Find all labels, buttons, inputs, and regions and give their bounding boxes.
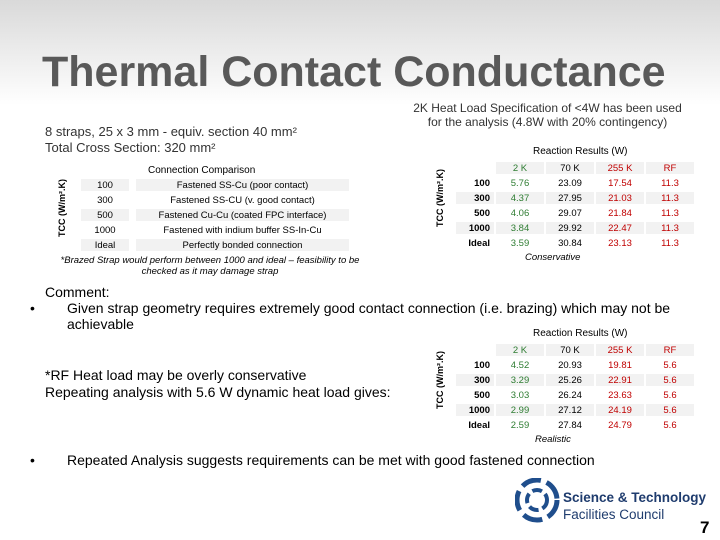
spec-note: 2K Heat Load Specification of <4W has be… (413, 101, 682, 129)
table-cell: 4.37 (495, 191, 545, 205)
table-cell: 29.92 (545, 221, 595, 235)
table-cell: 17.54 (595, 176, 645, 190)
axis-label: TCC (W/m².K) (435, 169, 445, 227)
table-cell: Fastened Cu-Cu (coated FPC interface) (135, 208, 350, 222)
strap-note: 8 straps, 25 x 3 mm - equiv. section 40 … (45, 124, 297, 139)
comment-heading: Comment: (45, 284, 110, 300)
table-cell: 23.63 (595, 388, 645, 402)
rf-note: *RF Heat load may be overly conservative (45, 367, 307, 383)
table-cell: 1000 (455, 403, 495, 417)
conclusion: Repeated Analysis suggests requirements … (67, 452, 595, 468)
table-cell: 500 (455, 388, 495, 402)
table-cell: 11.3 (645, 236, 695, 250)
table-cell: 23.09 (545, 176, 595, 190)
table-note: Realistic (535, 434, 571, 445)
table-cell: 500 (80, 208, 130, 222)
column-header: 70 K (545, 343, 595, 357)
table-cell: 5.6 (645, 418, 695, 432)
table-cell: 5.6 (645, 358, 695, 372)
table-cell: 27.95 (545, 191, 595, 205)
table-cell: 27.12 (545, 403, 595, 417)
table-cell: 1000 (80, 223, 130, 237)
table-cell: 300 (80, 193, 130, 207)
table-cell: 11.3 (645, 176, 695, 190)
table-cell: 5.76 (495, 176, 545, 190)
column-header: 2 K (495, 161, 545, 175)
comment-text: Given strap geometry requires extremely … (67, 300, 671, 332)
strap-note: Total Cross Section: 320 mm² (45, 140, 216, 155)
table-cell: 3.03 (495, 388, 545, 402)
rf-note: Repeating analysis with 5.6 W dynamic he… (45, 384, 391, 400)
table-cell: 25.26 (545, 373, 595, 387)
logo-mark (515, 478, 560, 523)
table-header: Reaction Results (W) (533, 146, 628, 157)
table-cell: 24.19 (595, 403, 645, 417)
table-cell: 19.81 (595, 358, 645, 372)
table-cell: 24.79 (595, 418, 645, 432)
title: Thermal Contact Conductance (42, 48, 666, 96)
table-cell: 2.99 (495, 403, 545, 417)
table-cell: 5.6 (645, 388, 695, 402)
column-header: 255 K (595, 161, 645, 175)
page-number: 7 (700, 518, 710, 537)
table-cell: 5.6 (645, 373, 695, 387)
table-cell: 4.06 (495, 206, 545, 220)
column-header: 70 K (545, 161, 595, 175)
column-header: RF (645, 343, 695, 357)
table-cell: Ideal (455, 418, 495, 432)
table-cell: Ideal (80, 238, 130, 252)
table-cell: 500 (455, 206, 495, 220)
table-cell: 5.6 (645, 403, 695, 417)
table-cell: 300 (455, 373, 495, 387)
table-cell: Fastened SS-CU (v. good contact) (135, 193, 350, 207)
axis-label: TCC (W/m².K) (57, 179, 67, 237)
table-header: Reaction Results (W) (533, 328, 628, 339)
axis-label: TCC (W/m².K) (435, 351, 445, 409)
column-header: 2 K (495, 343, 545, 357)
column-header: RF (645, 161, 695, 175)
table-cell: Perfectly bonded connection (135, 238, 350, 252)
table-cell: 3.84 (495, 221, 545, 235)
bullet: • (30, 300, 35, 316)
logo-text: Facilities Council (563, 507, 665, 522)
table-cell: 100 (455, 176, 495, 190)
table-cell: 29.07 (545, 206, 595, 220)
table-cell: 21.03 (595, 191, 645, 205)
column-header: 255 K (595, 343, 645, 357)
table-cell: 11.3 (645, 206, 695, 220)
table-cell: 30.84 (545, 236, 595, 250)
table-cell: 21.84 (595, 206, 645, 220)
table-cell: 22.91 (595, 373, 645, 387)
table-cell: 27.84 (545, 418, 595, 432)
table-cell: 2.59 (495, 418, 545, 432)
table-cell: 23.13 (595, 236, 645, 250)
table-note: Conservative (525, 252, 581, 263)
table-cell: Ideal (455, 236, 495, 250)
table-cell: 100 (80, 178, 130, 192)
table-cell: 3.59 (495, 236, 545, 250)
table-cell: 11.3 (645, 191, 695, 205)
bullet: • (30, 452, 35, 468)
table-cell: 20.93 (545, 358, 595, 372)
header-band (0, 0, 720, 105)
table-cell: 11.3 (645, 221, 695, 235)
table-cell: 300 (455, 191, 495, 205)
table-title: Connection Comparison (148, 165, 256, 176)
table-cell: 26.24 (545, 388, 595, 402)
table-cell: 100 (455, 358, 495, 372)
table-cell: Fastened with indium buffer SS-In-Cu (135, 223, 350, 237)
table-cell: Fastened SS-Cu (poor contact) (135, 178, 350, 192)
table-cell: 22.47 (595, 221, 645, 235)
table-cell: 1000 (455, 221, 495, 235)
table-cell: 3.29 (495, 373, 545, 387)
footnote: *Brazed Strap would perform between 1000… (60, 255, 360, 277)
logo-text: Science & Technology (563, 490, 707, 505)
table-cell: 4.52 (495, 358, 545, 372)
